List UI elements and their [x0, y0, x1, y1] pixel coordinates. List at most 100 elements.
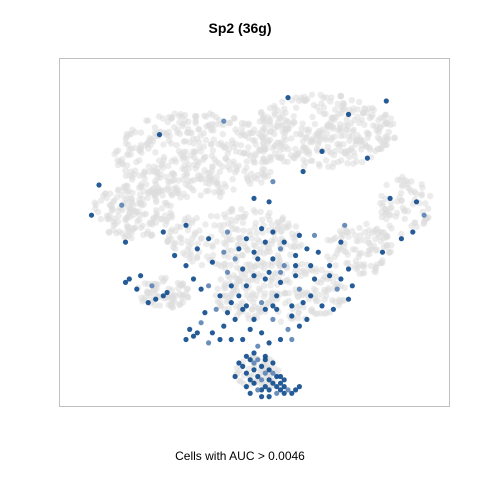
highlighted-cell-point [232, 316, 238, 322]
background-cell-point [137, 129, 145, 136]
background-cell-point [274, 252, 281, 259]
highlighted-cell-point [281, 384, 287, 390]
highlighted-cell-point [345, 266, 352, 272]
background-cell-point [271, 112, 279, 119]
background-cell-point [164, 186, 171, 193]
highlighted-cell-point [296, 232, 302, 238]
background-cell-point [341, 121, 349, 129]
highlighted-cell-point [206, 283, 212, 289]
background-cell-point [293, 104, 300, 111]
highlighted-cell-point [126, 276, 132, 282]
background-cell-point [388, 204, 395, 211]
background-cell-point [268, 262, 275, 269]
highlighted-cell-point [293, 263, 299, 269]
background-cell-point [261, 265, 268, 272]
background-cell-point [277, 318, 285, 325]
highlighted-cell-point [194, 246, 200, 252]
background-cell-point [213, 238, 221, 245]
background-cell-point [356, 270, 363, 277]
background-cell-point [383, 133, 390, 140]
background-cell-point [240, 227, 247, 234]
highlighted-cell-point [300, 300, 306, 306]
background-cell-point [269, 276, 276, 283]
background-cell-point [355, 237, 363, 244]
background-cell-point [91, 199, 99, 206]
background-cell-point [421, 219, 428, 226]
background-cell-point [226, 119, 234, 127]
background-cell-point [236, 235, 243, 243]
highlighted-cell-point [274, 384, 280, 390]
background-cell-point [365, 239, 373, 246]
background-cell-point [228, 247, 235, 254]
background-cell-point [390, 134, 398, 142]
background-cell-point [277, 154, 285, 162]
highlighted-cell-point [277, 246, 284, 252]
background-cell-point [360, 263, 368, 270]
background-cell-point [216, 168, 223, 175]
background-cell-point [160, 141, 167, 148]
background-cell-point [318, 133, 325, 141]
background-cell-point [363, 129, 371, 136]
background-cell-point [266, 116, 274, 124]
background-cell-point [114, 207, 122, 215]
background-cell-point [338, 104, 345, 111]
background-cell-point [372, 226, 379, 233]
background-cell-point [228, 221, 235, 228]
highlighted-cell-point [224, 310, 231, 316]
highlighted-cell-point [274, 306, 280, 312]
highlighted-cell-point [379, 249, 386, 255]
background-cell-point [290, 113, 297, 120]
background-cell-point [372, 147, 379, 155]
background-cell-point [323, 130, 331, 137]
background-cell-point [288, 121, 296, 128]
background-cell-point [215, 261, 223, 268]
background-cell-point [161, 276, 168, 284]
highlighted-cell-point [270, 179, 276, 185]
highlighted-cell-point [338, 239, 344, 245]
background-cell-point [263, 248, 271, 256]
highlighted-cell-point [251, 350, 257, 356]
background-cell-point [243, 164, 250, 172]
background-cell-point [332, 147, 339, 155]
background-cell-point [230, 158, 237, 165]
background-cell-point [201, 167, 208, 174]
highlighted-cell-point [383, 98, 389, 104]
background-cell-point [171, 298, 179, 305]
background-cell-point [239, 252, 246, 259]
highlighted-cell-point [319, 148, 325, 154]
background-cell-point [217, 276, 224, 283]
highlighted-cell-point [277, 373, 284, 380]
background-cell-point [330, 114, 337, 122]
background-cell-point [348, 97, 355, 104]
background-cell-point [242, 210, 249, 217]
background-cell-point [336, 228, 344, 235]
background-cell-point [292, 145, 299, 153]
background-cell-point [232, 126, 239, 133]
background-cell-point [356, 119, 363, 127]
background-cell-point [181, 111, 189, 119]
background-cell-point [188, 185, 195, 192]
highlighted-cell-point [190, 276, 197, 282]
background-cell-point [221, 260, 229, 267]
highlighted-cell-point [315, 249, 321, 255]
highlighted-cell-point [266, 377, 272, 383]
background-cell-point [189, 234, 196, 242]
background-cell-point [378, 213, 385, 221]
background-cell-point [238, 119, 246, 127]
highlighted-cell-point [277, 279, 284, 285]
background-cell-point [341, 149, 348, 157]
background-cell-point [261, 124, 268, 132]
background-cell-point [208, 126, 215, 134]
background-cell-point [233, 287, 241, 294]
background-cell-point [239, 299, 246, 306]
highlighted-cell-point [232, 373, 238, 380]
highlighted-cell-point [277, 380, 284, 386]
highlighted-cell-point [327, 263, 333, 269]
background-cell-point [318, 266, 325, 274]
background-cell-point [314, 310, 321, 317]
background-cell-point [115, 212, 122, 219]
highlighted-cell-point [96, 182, 102, 188]
background-cell-point [220, 221, 227, 228]
background-cell-point [124, 194, 131, 202]
background-cell-point [349, 128, 357, 135]
